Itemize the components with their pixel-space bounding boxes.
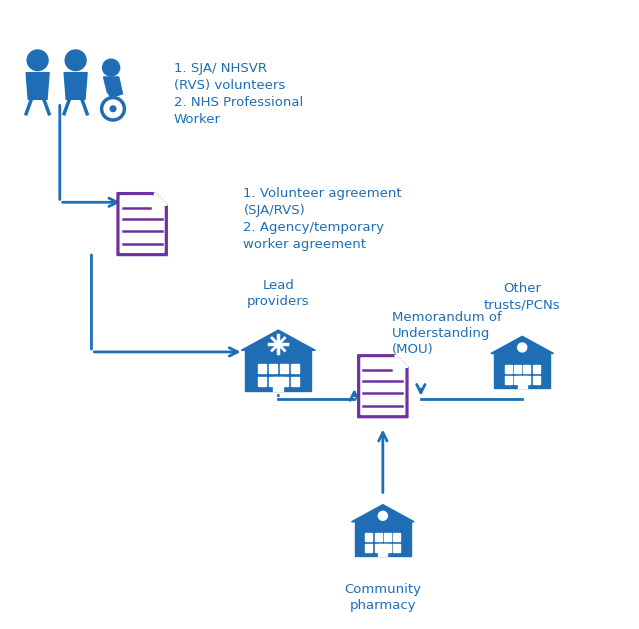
Bar xyxy=(533,365,540,372)
Bar xyxy=(291,377,299,386)
Bar xyxy=(505,376,512,384)
Bar xyxy=(523,376,530,384)
Bar xyxy=(291,364,299,373)
Circle shape xyxy=(27,50,48,70)
Bar xyxy=(374,533,381,541)
Bar xyxy=(366,533,373,541)
Bar xyxy=(355,522,411,556)
Bar xyxy=(366,545,373,552)
Bar xyxy=(280,364,288,373)
Bar xyxy=(384,533,391,541)
Bar xyxy=(495,353,550,387)
Bar xyxy=(245,350,311,391)
Bar xyxy=(384,545,391,552)
Bar xyxy=(258,364,266,373)
Circle shape xyxy=(110,106,116,111)
Bar xyxy=(523,365,530,372)
Polygon shape xyxy=(64,72,87,99)
Circle shape xyxy=(65,50,86,70)
Text: 1. Volunteer agreement
(SJA/RVS)
2. Agency/temporary
worker agreement: 1. Volunteer agreement (SJA/RVS) 2. Agen… xyxy=(243,187,402,251)
Bar xyxy=(514,365,521,372)
Circle shape xyxy=(518,343,527,352)
Polygon shape xyxy=(117,192,167,255)
Bar xyxy=(394,545,401,552)
Bar xyxy=(533,376,540,384)
Polygon shape xyxy=(361,358,404,415)
Text: Other
trusts/PCNs: Other trusts/PCNs xyxy=(484,282,560,311)
Polygon shape xyxy=(395,355,408,367)
Bar xyxy=(268,364,277,373)
Bar xyxy=(394,533,401,541)
Text: 1. SJA/ NHSVR
(RVS) volunteers
2. NHS Professional
Worker: 1. SJA/ NHSVR (RVS) volunteers 2. NHS Pr… xyxy=(174,62,303,126)
Polygon shape xyxy=(26,72,49,99)
Polygon shape xyxy=(351,504,414,522)
Bar xyxy=(258,377,266,386)
Polygon shape xyxy=(242,330,316,350)
Polygon shape xyxy=(120,196,164,252)
Bar xyxy=(518,376,527,387)
Bar xyxy=(280,377,288,386)
Text: Community
pharmacy: Community pharmacy xyxy=(344,582,421,611)
Polygon shape xyxy=(491,337,553,353)
Bar xyxy=(514,376,521,384)
Circle shape xyxy=(378,511,387,520)
Text: Memorandum of
Understanding
(MOU): Memorandum of Understanding (MOU) xyxy=(392,311,502,357)
Text: Lead
providers: Lead providers xyxy=(247,279,310,308)
Polygon shape xyxy=(358,355,408,418)
Bar xyxy=(273,377,284,391)
Bar xyxy=(374,545,381,552)
Circle shape xyxy=(102,59,119,76)
Bar xyxy=(268,377,277,386)
Bar xyxy=(378,544,387,556)
Bar xyxy=(505,365,512,372)
Polygon shape xyxy=(155,192,167,205)
Polygon shape xyxy=(104,77,123,97)
